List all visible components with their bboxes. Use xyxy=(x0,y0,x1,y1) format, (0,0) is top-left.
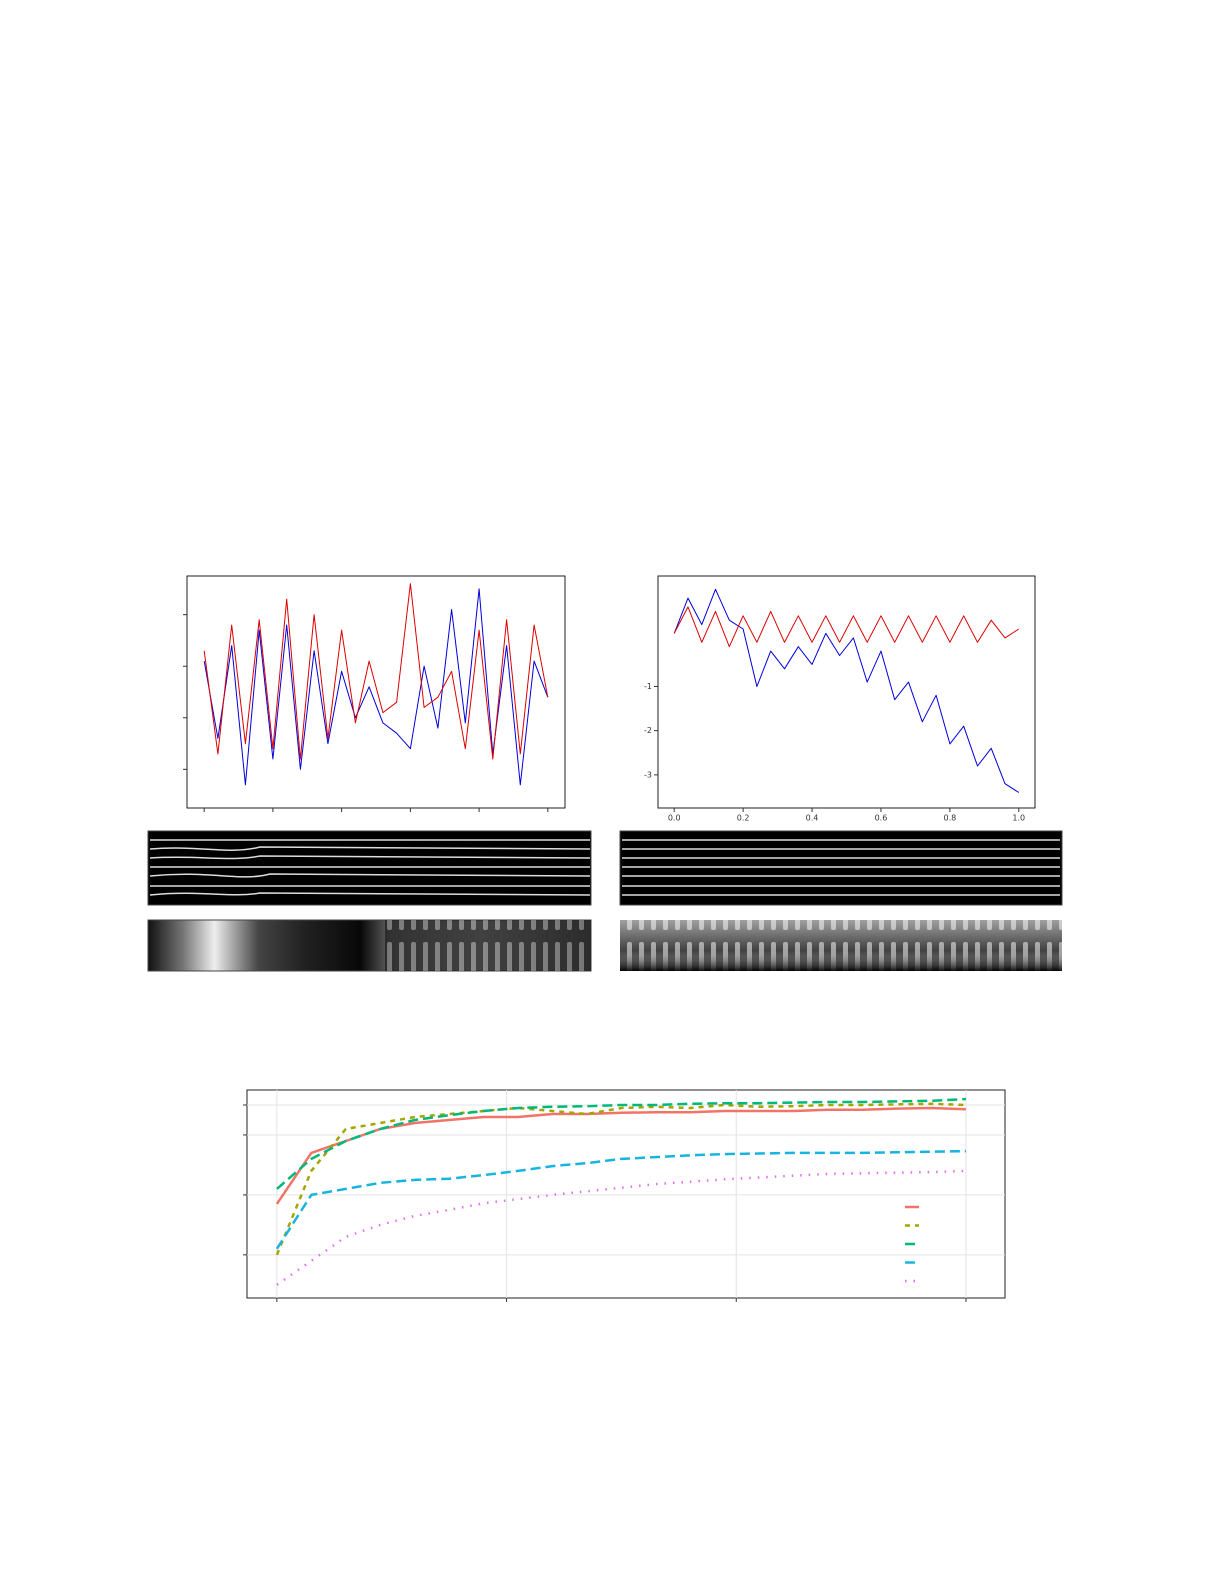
x-tick-label: 0.2 xyxy=(737,814,750,823)
series-line xyxy=(203,583,549,760)
plot-frame xyxy=(186,575,566,809)
x-tick-label: 0.8 xyxy=(944,814,957,823)
series-line xyxy=(673,588,1020,793)
strips-left xyxy=(147,830,592,972)
x-tick-label: 0.4 xyxy=(806,814,819,823)
x-tick-label: 1.0 xyxy=(1012,814,1025,823)
series-line xyxy=(673,606,1020,648)
series-line xyxy=(203,588,549,786)
x-tick-label: 0.6 xyxy=(875,814,888,823)
strips-right xyxy=(619,830,1063,971)
y-tick-label: -3 xyxy=(644,770,652,779)
series-line xyxy=(275,1106,967,1205)
y-tick-label: -2 xyxy=(644,726,652,735)
series-line xyxy=(275,1149,967,1250)
y-tick-label: -1 xyxy=(644,682,652,691)
series-line xyxy=(275,1102,967,1256)
plot-frame xyxy=(246,1089,1006,1299)
series-line xyxy=(276,1097,967,1190)
plot-frame xyxy=(657,575,1036,809)
x-tick-label: 0.0 xyxy=(668,814,681,823)
